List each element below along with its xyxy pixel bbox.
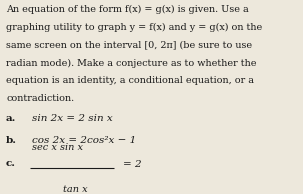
Text: a.: a. — [6, 114, 16, 123]
Text: same screen on the interval [0, 2π] (be sure to use: same screen on the interval [0, 2π] (be … — [6, 41, 252, 49]
Text: cos 2x = 2cos²x − 1: cos 2x = 2cos²x − 1 — [32, 136, 136, 145]
Text: = 2: = 2 — [123, 160, 141, 169]
Text: sec x sin x: sec x sin x — [32, 143, 83, 152]
Text: equation is an identity, a conditional equation, or a: equation is an identity, a conditional e… — [6, 76, 254, 85]
Text: radian mode). Make a conjecture as to whether the: radian mode). Make a conjecture as to wh… — [6, 58, 257, 68]
Text: graphing utility to graph y = f(x) and y = g(x) on the: graphing utility to graph y = f(x) and y… — [6, 23, 262, 32]
Text: contradiction.: contradiction. — [6, 94, 74, 103]
Text: b.: b. — [6, 136, 17, 145]
Text: tan x: tan x — [63, 185, 87, 194]
Text: sin 2x = 2 sin x: sin 2x = 2 sin x — [32, 114, 113, 123]
Text: An equation of the form f(x) = g(x) is given. Use a: An equation of the form f(x) = g(x) is g… — [6, 5, 249, 14]
Text: c.: c. — [6, 159, 16, 168]
